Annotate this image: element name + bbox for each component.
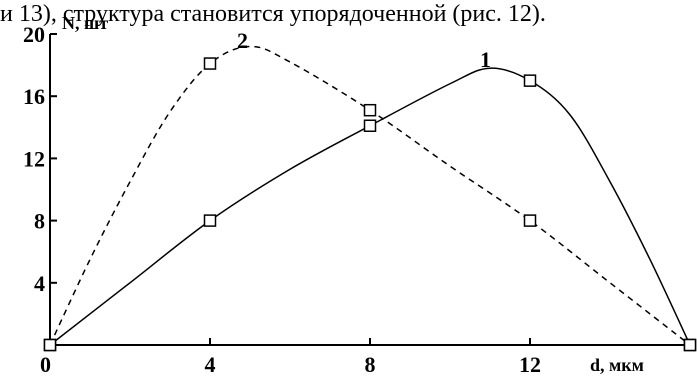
y-tick-label: 16 — [23, 84, 45, 109]
series-1-marker — [203, 214, 217, 227]
series-2-marker — [203, 57, 217, 70]
series-1-marker — [523, 74, 537, 87]
series-label-1: 1 — [480, 47, 491, 72]
x-tick-label: 4 — [205, 352, 216, 377]
y-axis-label: N, шт — [62, 13, 108, 33]
axes — [49, 34, 690, 346]
series-2-marker — [683, 338, 697, 352]
y-tick-label: 20 — [23, 22, 45, 47]
caption-text: и 13), структура становится упорядоченно… — [0, 1, 546, 27]
y-tick-label: 4 — [34, 271, 45, 296]
series-1-marker — [363, 119, 377, 132]
x-tick-label: 0 — [40, 352, 51, 377]
series-line-1 — [49, 67, 691, 346]
series-2-marker — [363, 103, 377, 117]
series-label-2: 2 — [237, 28, 248, 53]
series-2-marker — [43, 338, 57, 352]
x-tick-label: 12 — [519, 352, 541, 377]
x-tick-label: 8 — [365, 352, 376, 377]
markers — [43, 57, 697, 352]
series-lines — [49, 45, 691, 346]
x-axis-label: d, мкм — [590, 355, 644, 375]
series-line-2 — [49, 45, 691, 346]
y-tick-label: 8 — [34, 209, 45, 234]
series-2-marker — [523, 214, 537, 227]
y-tick-label: 12 — [23, 146, 45, 171]
